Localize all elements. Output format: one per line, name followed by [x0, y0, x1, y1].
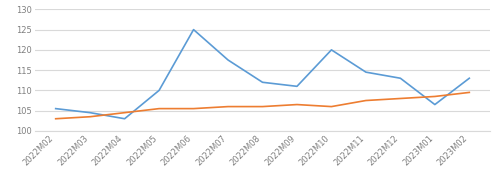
Frutas en conserva y frutos secos — [328, 105, 334, 108]
Line: Frutas en conserva y frutos secos: Frutas en conserva y frutos secos — [56, 92, 470, 119]
Frutas frescas — [190, 28, 196, 31]
Frutas en conserva y frutos secos — [294, 103, 300, 106]
Frutas en conserva y frutos secos — [363, 99, 369, 102]
Frutas en conserva y frutos secos — [225, 105, 231, 108]
Frutas en conserva y frutos secos — [52, 118, 59, 120]
Frutas en conserva y frutos secos — [190, 108, 196, 110]
Frutas en conserva y frutos secos — [466, 91, 472, 94]
Frutas frescas — [87, 112, 93, 114]
Frutas frescas — [328, 49, 334, 51]
Line: Frutas frescas: Frutas frescas — [56, 30, 470, 119]
Frutas en conserva y frutos secos — [122, 112, 128, 114]
Frutas frescas — [122, 118, 128, 120]
Frutas frescas — [260, 81, 266, 83]
Frutas en conserva y frutos secos — [260, 105, 266, 108]
Frutas en conserva y frutos secos — [156, 108, 162, 110]
Frutas frescas — [225, 59, 231, 61]
Frutas frescas — [432, 103, 438, 106]
Frutas frescas — [156, 89, 162, 91]
Frutas frescas — [466, 77, 472, 79]
Frutas en conserva y frutos secos — [398, 97, 404, 100]
Frutas en conserva y frutos secos — [87, 116, 93, 118]
Frutas frescas — [52, 108, 59, 110]
Frutas frescas — [363, 71, 369, 73]
Frutas frescas — [398, 77, 404, 79]
Frutas en conserva y frutos secos — [432, 95, 438, 98]
Frutas frescas — [294, 85, 300, 88]
